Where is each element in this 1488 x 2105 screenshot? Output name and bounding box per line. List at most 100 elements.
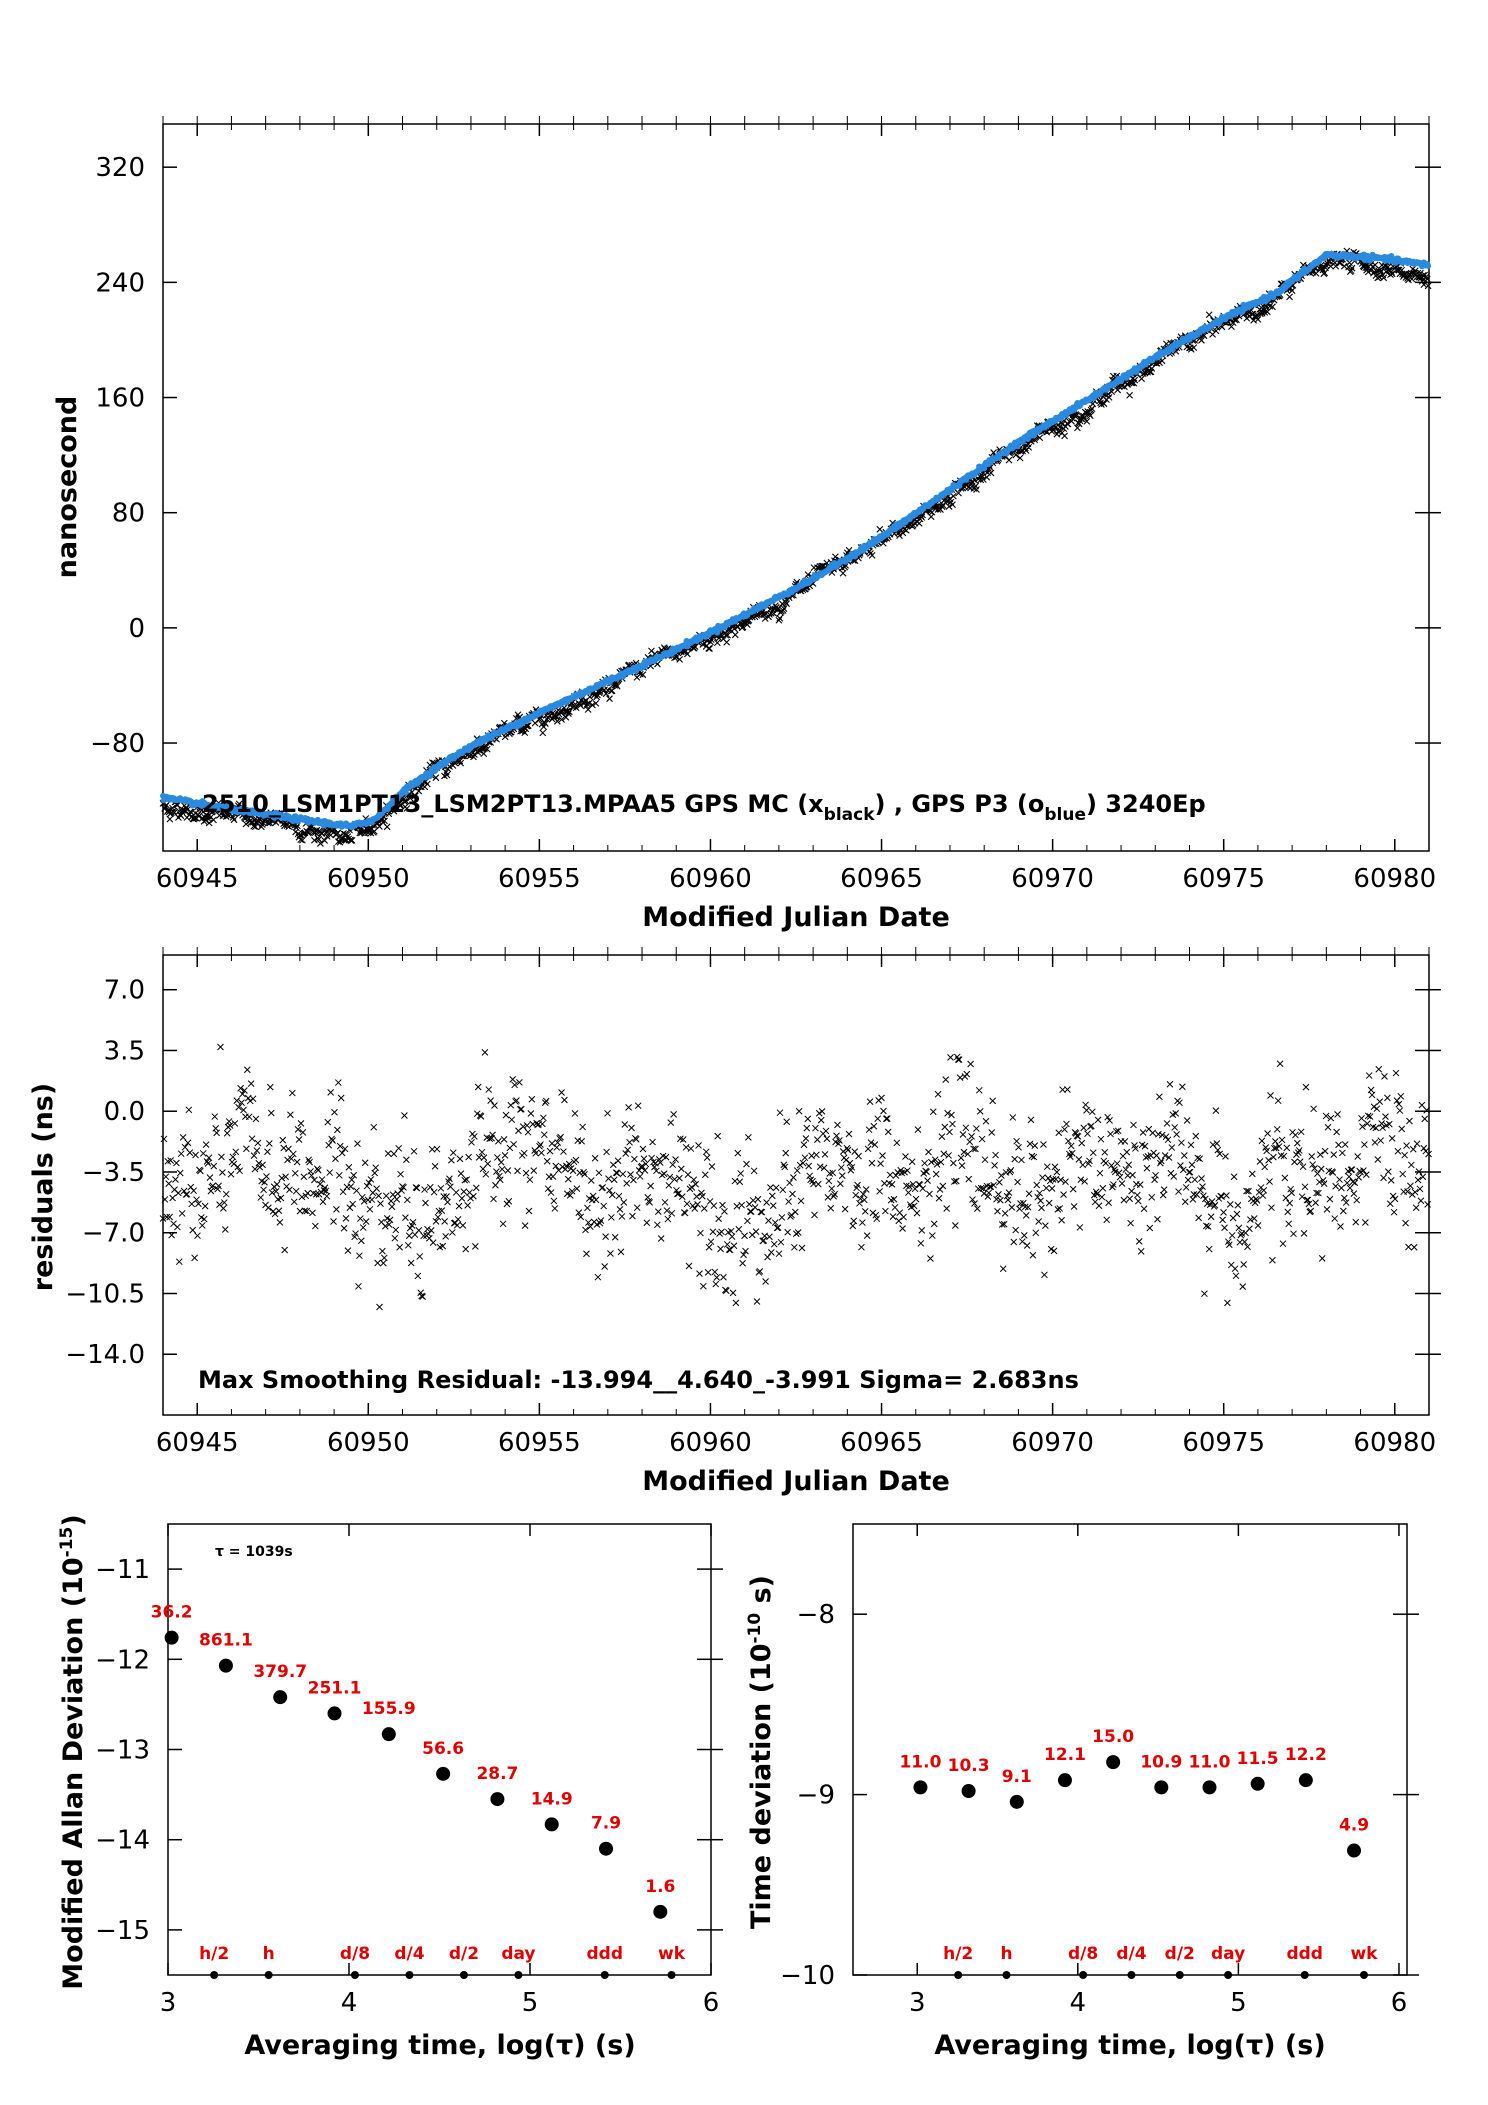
residual-point [580,1168,587,1176]
residual-point [934,1090,942,1098]
residual-point [879,1152,886,1159]
residual-point [372,1164,380,1172]
interval-label: h/2 [199,1944,229,1964]
residual-point [955,1056,963,1063]
residual-point [281,1246,289,1254]
residual-point [1402,1219,1409,1227]
residual-point [252,1115,260,1123]
residual-point [704,1269,712,1276]
residual-point [200,1215,208,1223]
residual-point [462,1245,470,1253]
residual-point [782,1149,790,1157]
residual-point [1028,1152,1036,1160]
residual-point [587,1177,595,1184]
residual-point [1365,1072,1373,1079]
residual-point [1398,1125,1406,1133]
black-point [1254,315,1262,323]
residual-point [1353,1196,1361,1204]
residual-point [179,1134,187,1141]
residual-point [1407,1161,1415,1169]
residual-point [647,1182,655,1190]
residual-point [1317,1165,1325,1173]
residual-point [702,1148,710,1156]
residual-point [866,1098,874,1105]
interval-label: ddd [586,1944,623,1964]
plot3-xlabel: Averaging time, log(τ) (s) [244,2030,635,2061]
residual-point [1146,1224,1154,1232]
residual-point [242,1145,250,1153]
residual-point [821,1150,829,1158]
x-tick-label: 3 [160,1988,177,2018]
residual-point [546,1147,554,1155]
residual-point [838,1172,846,1179]
deviation-value-label: 12.2 [1285,1745,1327,1765]
residual-point [962,1124,970,1132]
residual-point [1355,1174,1363,1181]
residual-point [1378,1120,1385,1127]
residual-point [822,1127,830,1135]
residual-point [1108,1162,1115,1169]
residual-point [505,1197,513,1205]
residual-point [323,1192,331,1200]
deviation-point [1154,1780,1169,1795]
residual-point [530,1167,538,1174]
black-point [539,729,547,737]
residual-point [1410,1243,1418,1251]
residual-point [1230,1173,1238,1181]
residual-point [1139,1129,1147,1136]
residual-point [335,1171,343,1179]
black-point [593,693,601,701]
black-point [1205,311,1213,319]
residual-point [766,1233,773,1241]
residual-point [1106,1117,1113,1124]
residual-point [705,1243,713,1251]
residual-point [697,1229,704,1237]
residual-point [870,1122,878,1130]
residual-point [504,1167,512,1174]
black-point [1190,344,1198,352]
residual-point [1092,1188,1100,1196]
residual-point [649,1138,656,1146]
black-point [899,529,907,537]
y-tick-label: 320 [95,153,145,183]
residual-point [548,1140,556,1147]
residual-point [729,1289,737,1297]
residual-point [770,1240,778,1248]
x-tick-label: 60975 [1182,864,1265,894]
residual-point [571,1110,579,1117]
black-point [1322,264,1329,272]
residual-point [1377,1137,1385,1144]
residual-point [991,1162,998,1169]
y-tick-label: 0.0 [104,1097,145,1127]
black-point [583,700,591,708]
residual-point [912,1195,920,1203]
residual-point [799,1159,807,1167]
residual-point [376,1303,383,1311]
residual-point [874,1115,882,1123]
residual-point [1095,1202,1103,1210]
x-tick-label: 5 [1230,1988,1247,2018]
black-point [841,563,849,571]
residual-point [621,1121,629,1128]
residual-point [583,1250,590,1258]
residual-point [619,1170,627,1178]
black-point [1131,376,1139,384]
x-tick-label: 60960 [669,864,752,894]
residual-point [1029,1251,1037,1259]
deviation-value-label: 11.0 [899,1752,941,1772]
residual-point [1392,1069,1400,1077]
residual-point [1256,1158,1264,1165]
residual-point [1403,1142,1410,1149]
residual-point [1048,1185,1056,1192]
residual-point [433,1145,441,1153]
residual-point [415,1226,423,1234]
residual-point [757,1208,765,1216]
residual-point [370,1123,378,1131]
residual-point [300,1173,308,1181]
residual-point [1030,1153,1038,1161]
residual-point [265,1204,272,1212]
residual-point [752,1228,760,1235]
residual-point [992,1151,999,1159]
residual-point [391,1234,399,1242]
residual-point [834,1121,841,1129]
